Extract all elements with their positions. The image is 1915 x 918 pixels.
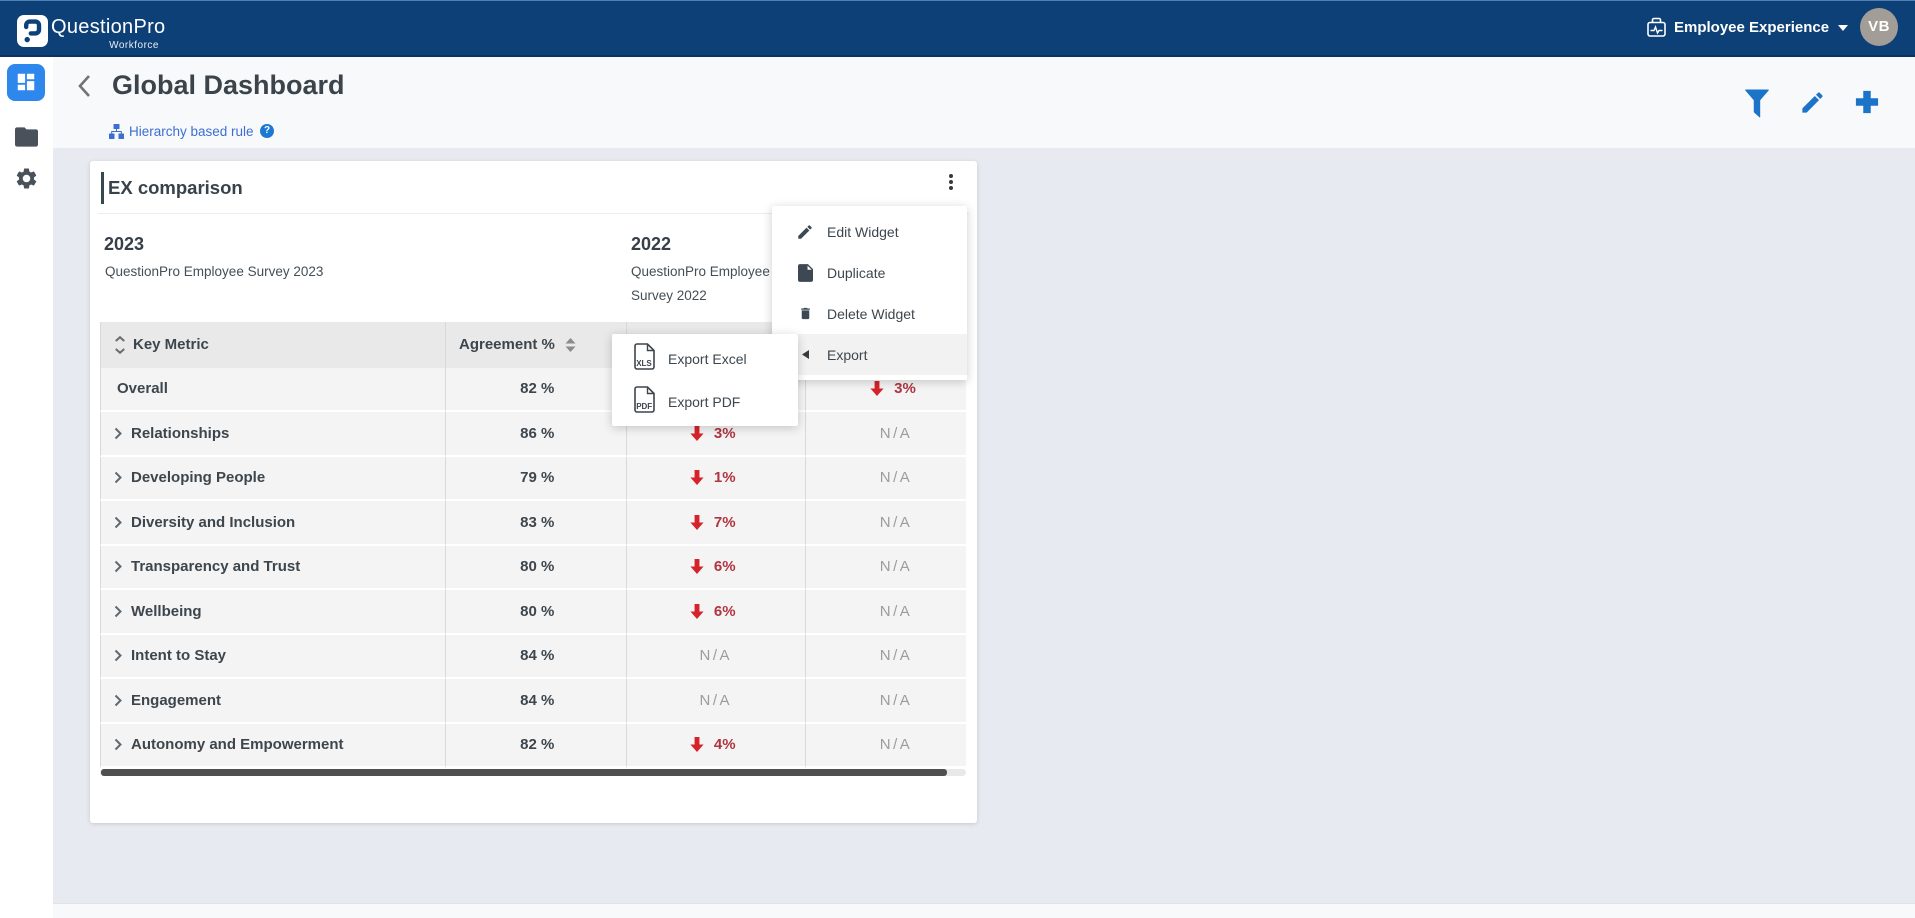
svg-text:XLS: XLS — [636, 359, 652, 368]
svg-text:PDF: PDF — [636, 402, 652, 411]
